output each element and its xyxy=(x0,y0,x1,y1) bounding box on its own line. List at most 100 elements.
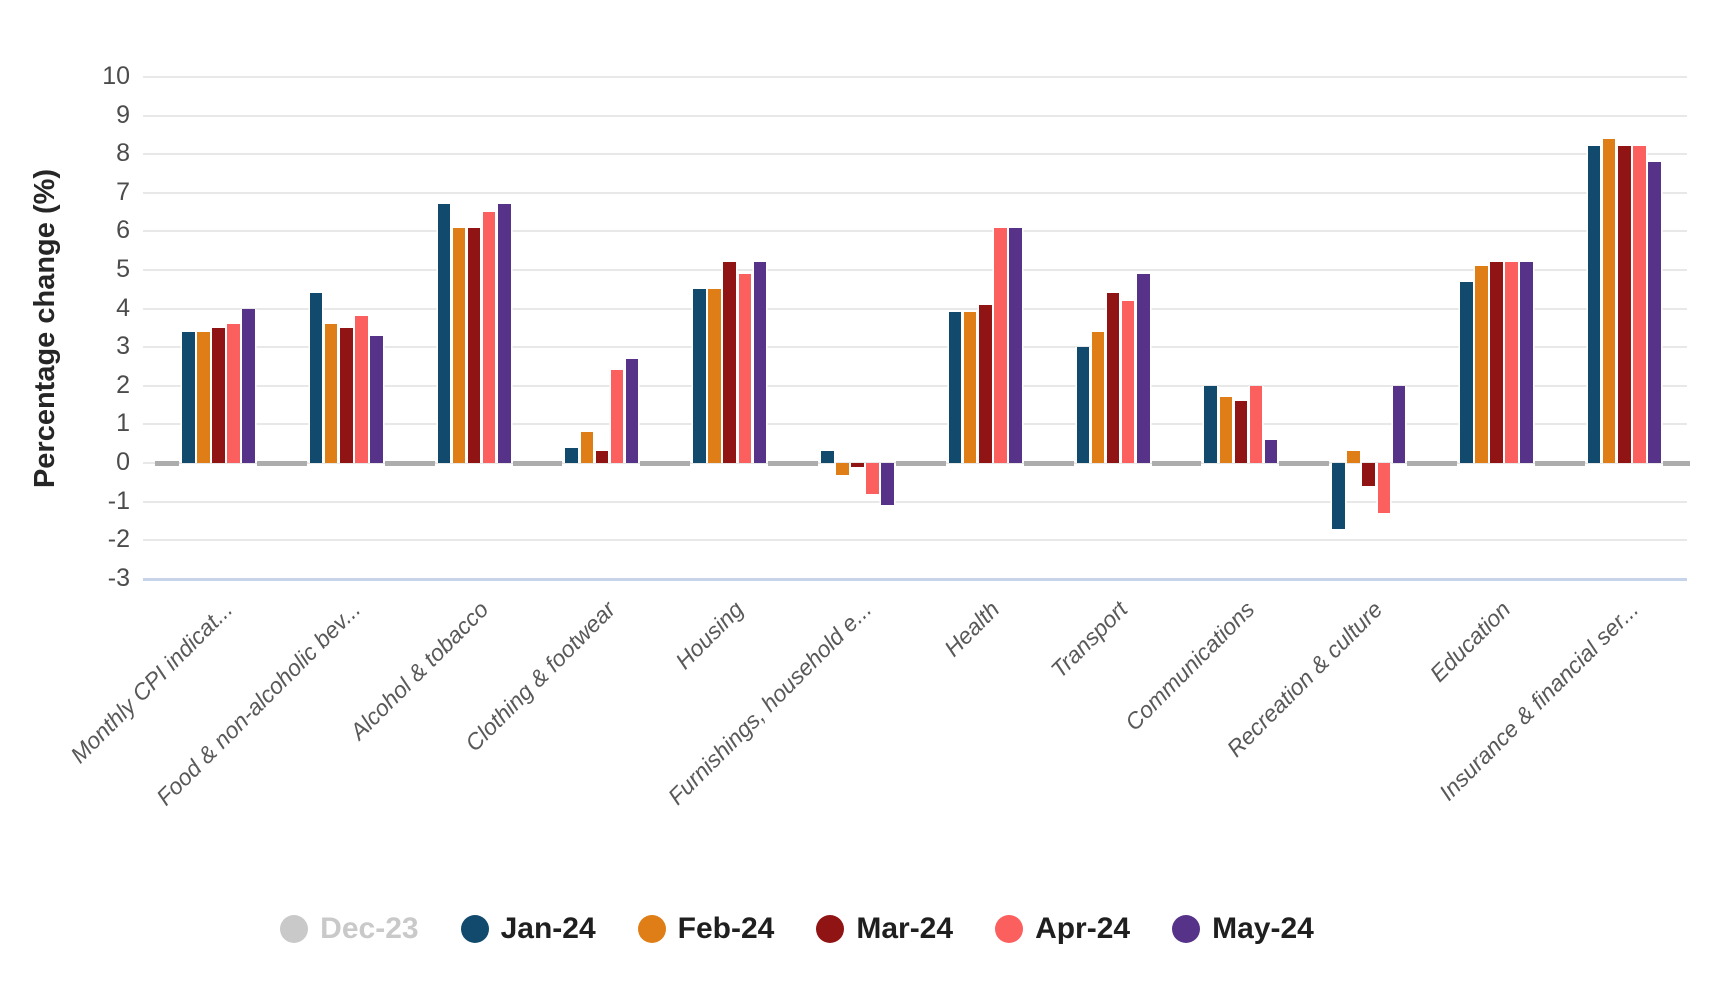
bar-feb-24 xyxy=(197,331,210,463)
y-axis-tick-label: -1 xyxy=(107,486,130,515)
legend-swatch-icon xyxy=(637,915,666,943)
bar-feb-24 xyxy=(1347,451,1360,463)
category-label: Alcohol & tobacco xyxy=(344,596,493,745)
bar-jan-24 xyxy=(565,447,578,463)
legend-item-apr-24[interactable]: Apr-24 xyxy=(995,912,1130,946)
legend-item-mar-24[interactable]: Mar-24 xyxy=(816,912,953,946)
bar-may-24 xyxy=(1392,385,1406,463)
bar-feb-24 xyxy=(963,312,977,463)
bar-jan-24 xyxy=(948,312,962,463)
hidden-series-dec-23-dash xyxy=(1279,461,1330,466)
bar-jan-24 xyxy=(821,451,834,463)
hidden-series-dec-23-dash xyxy=(1151,461,1202,466)
legend-item-jan-24[interactable]: Jan-24 xyxy=(460,912,596,946)
bar-may-24 xyxy=(881,463,894,506)
y-axis-tick-label: 9 xyxy=(116,100,130,129)
bar-apr-24 xyxy=(1377,463,1390,514)
hidden-series-dec-23-dash xyxy=(768,461,818,466)
bar-may-24 xyxy=(1264,439,1278,463)
bar-apr-24 xyxy=(1249,385,1263,463)
legend-label: May-24 xyxy=(1212,912,1314,945)
hidden-series-dec-23-dash xyxy=(256,461,307,466)
hidden-series-dec-23-dash xyxy=(1534,461,1585,466)
bar-may-24 xyxy=(1137,273,1150,463)
bar-mar-24 xyxy=(212,327,225,463)
bar-jan-24 xyxy=(309,293,323,463)
y-axis-tick-label: 1 xyxy=(116,409,130,438)
gridline xyxy=(143,269,1687,271)
y-axis-tick-label: 0 xyxy=(116,448,130,476)
bar-apr-24 xyxy=(227,324,240,463)
bar-may-24 xyxy=(625,358,639,463)
category-label: Education xyxy=(1424,596,1516,687)
bar-may-24 xyxy=(753,262,767,463)
bar-may-24 xyxy=(1009,227,1022,463)
bar-apr-24 xyxy=(994,227,1007,463)
bar-apr-24 xyxy=(1633,146,1646,463)
y-axis-tick-label: 6 xyxy=(116,216,130,245)
y-axis-tick-label: 10 xyxy=(102,62,130,90)
bar-feb-24 xyxy=(1602,138,1616,463)
category-label: Food & non-alcoholic bev... xyxy=(150,596,366,811)
legend-label: Feb-24 xyxy=(677,912,775,945)
bar-apr-24 xyxy=(738,273,751,463)
legend-swatch-icon xyxy=(816,915,845,943)
bar-apr-24 xyxy=(610,370,624,463)
gridline xyxy=(143,114,1687,117)
category-label: Communications xyxy=(1120,596,1260,736)
legend-item-feb-24[interactable]: Feb-24 xyxy=(637,912,775,946)
gridline xyxy=(143,76,1687,78)
bar-feb-24 xyxy=(1091,331,1105,463)
bar-jan-24 xyxy=(1587,146,1601,463)
hidden-series-dec-23-dash xyxy=(895,461,946,466)
bar-mar-24 xyxy=(340,327,353,463)
bar-jan-24 xyxy=(437,204,451,463)
gridline xyxy=(143,346,1687,349)
legend-item-may-24[interactable]: May-24 xyxy=(1172,912,1314,946)
bar-mar-24 xyxy=(1106,293,1120,463)
hidden-series-dec-23-dash xyxy=(640,461,691,466)
bar-may-24 xyxy=(1648,161,1661,463)
bar-mar-24 xyxy=(1362,463,1375,487)
bar-feb-24 xyxy=(580,432,593,463)
y-axis-tick-label: 3 xyxy=(116,332,130,361)
category-label: Housing xyxy=(670,596,749,675)
y-axis-tick-label: 8 xyxy=(116,139,130,168)
category-label: Transport xyxy=(1045,596,1132,683)
legend-item-dec-23[interactable]: Dec-23 xyxy=(280,912,419,946)
legend-swatch-icon xyxy=(995,915,1024,943)
bar-feb-24 xyxy=(708,289,721,463)
bar-mar-24 xyxy=(1490,262,1503,463)
y-axis-tick-label: -3 xyxy=(107,563,130,592)
legend-label: Apr-24 xyxy=(1035,912,1131,945)
bar-mar-24 xyxy=(1234,401,1248,463)
bar-may-24 xyxy=(498,204,511,463)
legend-swatch-icon xyxy=(460,915,489,943)
bar-feb-24 xyxy=(324,324,338,463)
gridline xyxy=(143,423,1687,426)
y-axis-tick-label: -2 xyxy=(107,525,130,554)
legend-label: Dec-23 xyxy=(320,912,419,945)
bar-mar-24 xyxy=(467,227,481,463)
y-axis-tick-label: 2 xyxy=(116,370,130,399)
bar-jan-24 xyxy=(1204,385,1217,463)
gridline xyxy=(143,539,1687,542)
bar-feb-24 xyxy=(1219,397,1232,463)
hidden-series-dec-23-dash xyxy=(384,461,435,466)
bar-mar-24 xyxy=(979,304,992,463)
bar-apr-24 xyxy=(1505,262,1518,463)
hidden-series-dec-23-dash xyxy=(512,461,563,466)
legend-label: Jan-24 xyxy=(500,912,596,945)
legend-swatch-icon xyxy=(1172,915,1201,943)
bar-jan-24 xyxy=(693,289,706,463)
bar-jan-24 xyxy=(1460,281,1473,463)
bar-may-24 xyxy=(242,308,255,463)
bar-apr-24 xyxy=(482,212,496,463)
hidden-series-dec-23-dash xyxy=(155,461,179,466)
bar-mar-24 xyxy=(1618,146,1631,463)
bar-jan-24 xyxy=(182,331,195,463)
category-label: Health xyxy=(938,596,1005,662)
legend-label: Mar-24 xyxy=(856,912,954,945)
x-axis-line xyxy=(143,577,1687,581)
